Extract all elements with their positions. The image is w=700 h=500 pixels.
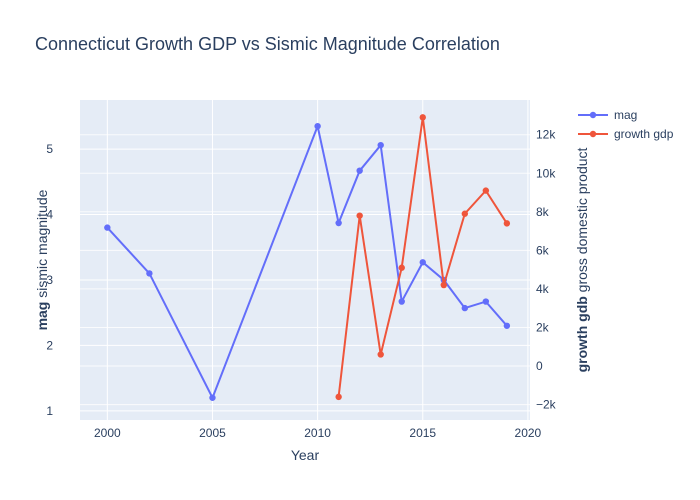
y2-tick-label: 0 (536, 359, 543, 373)
data-point-growth-gdp[interactable] (335, 393, 342, 401)
y-tick-label: 2 (46, 338, 53, 352)
y-tick-label: 1 (46, 404, 53, 418)
legend-item-mag[interactable]: mag (578, 108, 637, 122)
legend[interactable]: mag growth gdp (578, 108, 674, 141)
data-point-mag[interactable] (356, 167, 363, 174)
data-point-mag[interactable] (419, 259, 426, 266)
x-tick-label: 2005 (199, 426, 226, 440)
y2-tick-label: 4k (536, 282, 550, 296)
data-point-mag[interactable] (146, 270, 153, 277)
x-tick-label: 2000 (94, 426, 121, 440)
legend-swatch-marker (589, 130, 597, 138)
data-point-mag[interactable] (314, 122, 321, 130)
y2-axis-title: growth gdb gross domestic product (574, 147, 590, 372)
y-axis-ticks: 1 2 3 4 5 (46, 142, 53, 418)
x-axis-title: Year (291, 447, 320, 463)
x-tick-label: 2015 (409, 426, 436, 440)
data-point-growth-gdp[interactable] (398, 264, 405, 271)
data-point-growth-gdp[interactable] (419, 114, 426, 121)
x-tick-label: 2010 (304, 426, 331, 440)
data-point-mag[interactable] (398, 298, 405, 305)
legend-item-growth-gdp[interactable]: growth gdp (578, 127, 674, 141)
x-tick-label: 2020 (515, 426, 542, 440)
y-axis-title: mag sismic magnitude (34, 189, 50, 330)
y-tick-label: 5 (46, 142, 53, 156)
y2-tick-label: 12k (536, 128, 556, 142)
legend-label: growth gdp (614, 127, 674, 141)
chart-title: Connecticut Growth GDP vs Sismic Magnitu… (35, 34, 500, 54)
data-point-growth-gdp[interactable] (461, 210, 469, 217)
data-point-mag[interactable] (104, 224, 111, 231)
data-point-mag[interactable] (503, 322, 511, 329)
data-point-mag[interactable] (209, 394, 216, 401)
y2-axis-title-bold: growth gdb (574, 296, 590, 372)
data-point-growth-gdp[interactable] (503, 220, 511, 227)
y2-axis-title-rest: gross domestic product (574, 147, 590, 296)
y-tick-label: 4 (46, 208, 53, 222)
y-tick-label: 3 (46, 273, 53, 287)
legend-swatch-marker (589, 111, 597, 119)
y-axis-title-rest: sismic magnitude (34, 189, 50, 301)
grid-lines (80, 100, 530, 420)
data-point-growth-gdp[interactable] (356, 212, 363, 219)
y2-tick-label: 10k (536, 166, 556, 180)
series-layer (104, 114, 511, 401)
y2-tick-label: 6k (536, 243, 550, 257)
data-point-growth-gdp[interactable] (482, 187, 490, 194)
x-axis-ticks: 2000 2005 2010 2015 2020 (94, 426, 542, 440)
y-axis-title-bold: mag (34, 302, 50, 331)
y2-axis-ticks: −2k 0 2k 4k 6k 8k 10k 12k (536, 128, 557, 412)
plot-area (80, 100, 530, 420)
legend-label: mag (614, 108, 637, 122)
y2-tick-label: 2k (536, 320, 550, 334)
data-point-mag[interactable] (335, 219, 342, 227)
data-point-growth-gdp[interactable] (440, 281, 447, 289)
data-point-growth-gdp[interactable] (377, 351, 384, 358)
data-point-mag[interactable] (482, 298, 490, 305)
data-point-mag[interactable] (377, 141, 384, 149)
data-point-mag[interactable] (461, 304, 469, 312)
y2-tick-label: −2k (536, 398, 557, 412)
y2-tick-label: 8k (536, 205, 550, 219)
